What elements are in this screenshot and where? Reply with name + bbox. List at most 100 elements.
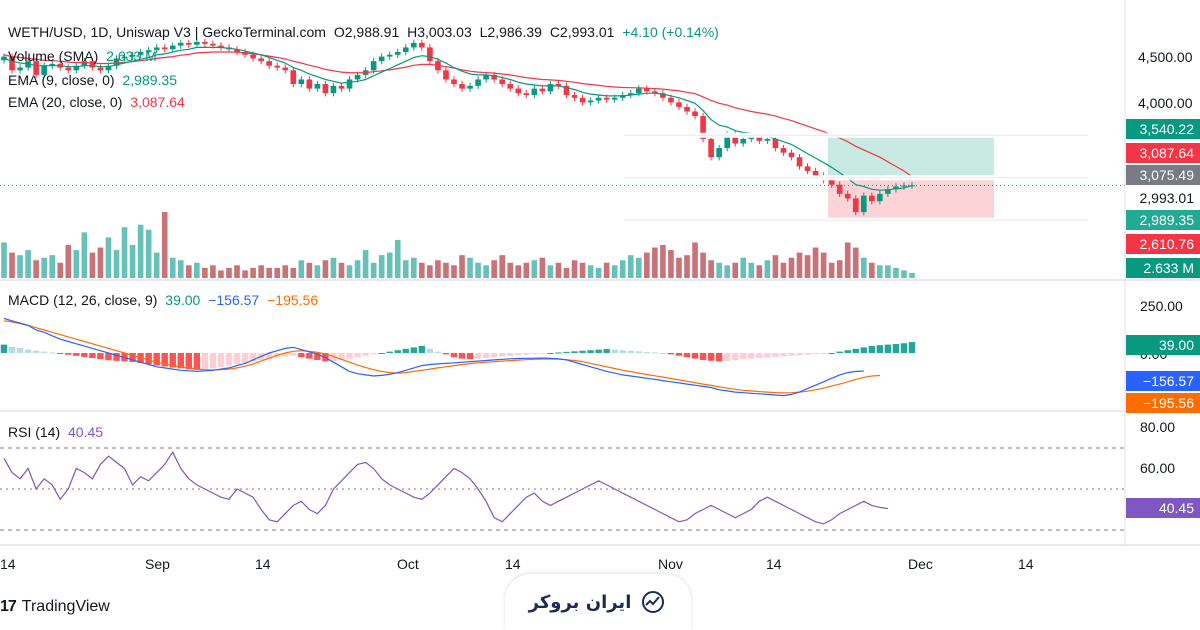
volume-bar	[410, 257, 417, 278]
macd-hist-bar	[233, 353, 241, 365]
macd-hist-bar	[113, 353, 120, 361]
candle-body	[49, 63, 56, 66]
macd-hist-bar	[466, 353, 474, 360]
candle-body	[186, 42, 192, 45]
ema20-line	[3, 51, 913, 178]
macd-hist-bar	[691, 353, 699, 359]
candle-body	[547, 84, 554, 92]
volume-bar	[635, 257, 642, 278]
candle-body	[555, 84, 562, 86]
volume-bar	[354, 260, 361, 278]
volume-bar	[9, 252, 15, 278]
macd-hist-bar	[426, 348, 434, 353]
macd-hist-bar	[161, 353, 168, 367]
candle-body	[877, 193, 883, 202]
volume-bar	[467, 257, 473, 278]
macd-hist-bar	[667, 353, 675, 355]
candle-body	[772, 138, 779, 149]
candle-body	[732, 134, 739, 144]
macd-hist-bar	[748, 353, 755, 359]
macd-hist-bar	[169, 353, 176, 368]
candles	[1, 38, 915, 216]
candle-body	[210, 43, 216, 46]
candle-body	[812, 170, 819, 176]
candle-body	[290, 70, 297, 85]
macd-hist-bar	[24, 349, 32, 353]
candle-body	[668, 97, 674, 103]
volume-bar	[804, 255, 811, 278]
candle-body	[796, 157, 803, 167]
candle-body	[708, 138, 714, 158]
tradingview-logo[interactable]: 17 TradingView	[0, 598, 110, 616]
macd-hist-bar	[81, 353, 88, 357]
volume-bar	[386, 252, 393, 278]
price-tag-entry: 3,075.49	[1126, 165, 1200, 185]
macd-hist-bar	[314, 353, 321, 360]
time-label: Sep	[145, 556, 170, 572]
volume-bar	[732, 262, 739, 278]
macd-hist-bar	[675, 353, 683, 356]
macd-hist-bar	[40, 351, 48, 353]
macd-hist-bar	[627, 350, 634, 353]
volume-bar	[885, 265, 891, 278]
volume-bar	[419, 262, 425, 278]
candle-body	[129, 54, 136, 57]
candle-body	[836, 184, 843, 194]
macd-hist-bar	[595, 349, 602, 353]
candle-body	[17, 67, 23, 71]
volume-bar	[330, 257, 337, 278]
macd-hist-bar	[450, 353, 458, 358]
volume-bar	[836, 260, 843, 278]
candle-body	[97, 67, 104, 71]
volume-bar	[250, 267, 256, 278]
macd-hist-bar	[772, 353, 779, 357]
macd-hist-bar	[884, 344, 892, 353]
macd-hist-bar	[635, 351, 643, 353]
candle-body	[202, 41, 208, 44]
volume-bar	[17, 255, 23, 278]
rsi-value: 40.45	[68, 424, 104, 440]
volume-bar	[186, 265, 192, 278]
time-label: Nov	[658, 556, 683, 572]
candle-body	[692, 111, 698, 117]
volume-bar	[290, 267, 297, 278]
volume-bar	[764, 260, 771, 278]
volume-bar	[306, 262, 313, 278]
rsi-axis-80: 80.00	[1140, 419, 1176, 435]
macd-hist-bar	[177, 353, 184, 369]
candle-body	[740, 138, 747, 144]
candle-body	[603, 97, 610, 100]
candle-body	[378, 56, 385, 62]
macd-hist-bar	[129, 353, 136, 362]
macd-tag-signal: −195.56	[1126, 393, 1200, 413]
time-label: 14	[1018, 556, 1034, 572]
candle-body	[499, 79, 506, 85]
candle-body	[153, 47, 160, 51]
candle-body	[804, 166, 811, 171]
macd-hist-bar	[89, 353, 96, 359]
candle-body	[852, 198, 859, 213]
macd-hist-bar	[788, 353, 795, 356]
volume-bar	[1, 242, 7, 278]
macd-hist-bar	[378, 353, 385, 354]
macd-hist-bar	[249, 353, 257, 362]
volume-bar	[435, 260, 441, 278]
volume-bar	[531, 260, 538, 278]
volume-bar	[860, 257, 867, 278]
candle-body	[169, 45, 176, 50]
macd-hist-bar	[418, 346, 426, 353]
volume-value: 2.633 M	[106, 48, 157, 64]
volume-bar	[105, 237, 112, 278]
candle-body	[515, 88, 522, 94]
volume-bar	[298, 260, 305, 278]
volume-bars	[1, 212, 915, 278]
macd-hist-bar	[796, 353, 803, 356]
candle-body	[828, 180, 835, 185]
volume-bar	[378, 255, 385, 278]
macd-hist-bar	[555, 352, 562, 354]
volume-bar	[314, 265, 321, 278]
volume-bar	[563, 267, 570, 278]
volume-bar	[346, 265, 353, 278]
candle-body	[531, 88, 538, 96]
